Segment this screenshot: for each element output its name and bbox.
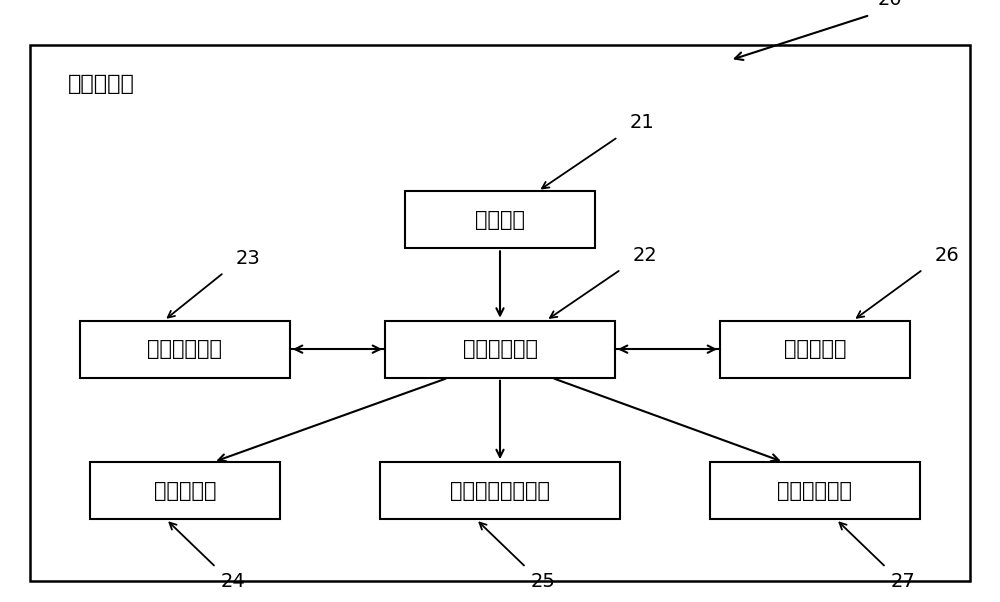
Text: 门锁蓝牙通信模块: 门锁蓝牙通信模块 (450, 480, 550, 501)
Text: 指纹识别模块: 指纹识别模块 (148, 339, 222, 359)
Bar (385, 320, 615, 378)
Text: 24: 24 (221, 572, 246, 591)
Text: 电控锁本体: 电控锁本体 (784, 339, 846, 359)
Text: 23: 23 (236, 249, 261, 267)
Text: 指纹密码锁: 指纹密码锁 (68, 74, 135, 95)
Text: 26: 26 (935, 246, 960, 265)
Bar (90, 462, 280, 519)
Bar (710, 462, 920, 519)
Bar (30, 45, 970, 581)
Text: 电源模块: 电源模块 (475, 209, 525, 230)
Text: 密码锁控制器: 密码锁控制器 (462, 339, 538, 359)
Text: 27: 27 (891, 572, 916, 591)
Bar (720, 320, 910, 378)
Text: 21: 21 (630, 113, 655, 132)
Text: 25: 25 (531, 572, 556, 591)
Text: 亮度控制模块: 亮度控制模块 (778, 480, 852, 501)
Text: 20: 20 (878, 0, 903, 9)
Text: 触控显示屏: 触控显示屏 (154, 480, 216, 501)
Bar (80, 320, 290, 378)
Bar (405, 191, 595, 248)
Text: 22: 22 (633, 246, 658, 265)
Bar (380, 462, 620, 519)
